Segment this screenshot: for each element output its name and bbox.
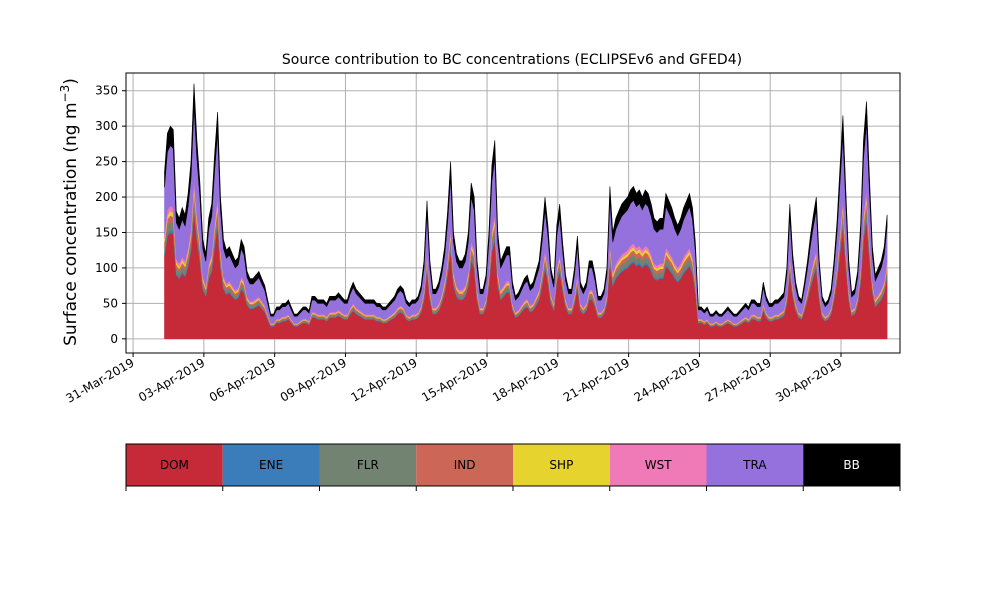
legend-label-wst: WST (645, 458, 672, 472)
legend-label-bb: BB (843, 458, 859, 472)
y-tick-label-6: 300 (95, 119, 118, 133)
stacked-areas (164, 83, 888, 340)
y-tick-label-3: 150 (95, 225, 118, 239)
legend-swatch-wst (609, 444, 707, 486)
legend-swatch-ind (416, 444, 513, 486)
y-axis-label-exponent: −3 (58, 85, 72, 103)
legend-label-flr: FLR (357, 458, 379, 472)
y-tick-label-0: 0 (110, 332, 118, 346)
legend-swatch-shp (513, 444, 610, 486)
y-axis-ticks: 0 50 100 150 200 250 300 350 (95, 84, 126, 346)
legend-label-shp: SHP (549, 458, 573, 472)
y-tick-label-1: 50 (103, 296, 118, 310)
legend-label-tra: TRA (742, 458, 767, 472)
legend-swatch-bb (803, 444, 900, 486)
y-axis-label: Surface concentration (ng m−3) (58, 78, 81, 346)
legend-swatch-ene (222, 444, 320, 486)
area-bb (164, 83, 888, 317)
y-tick-label-4: 200 (95, 190, 118, 204)
legend-label-ene: ENE (259, 458, 283, 472)
legend-swatch-dom (126, 444, 223, 486)
y-tick-label-7: 350 (95, 84, 118, 98)
legend-swatch-flr (319, 444, 417, 486)
legend-label-dom: DOM (160, 458, 189, 472)
legend-colorbar: DOM ENE FLR IND SHP WST TRA BB (125, 443, 901, 491)
plot-frame (125, 72, 901, 354)
legend-label-ind: IND (454, 458, 476, 472)
chart-title: Source contribution to BC concentrations… (282, 52, 742, 68)
y-tick-label-5: 250 (95, 155, 118, 169)
y-axis-label-close: ) (61, 78, 81, 85)
y-tick-label-2: 100 (95, 261, 118, 275)
legend-swatch-tra (706, 444, 804, 486)
y-axis-label-main: Surface concentration (ng m (61, 102, 81, 345)
